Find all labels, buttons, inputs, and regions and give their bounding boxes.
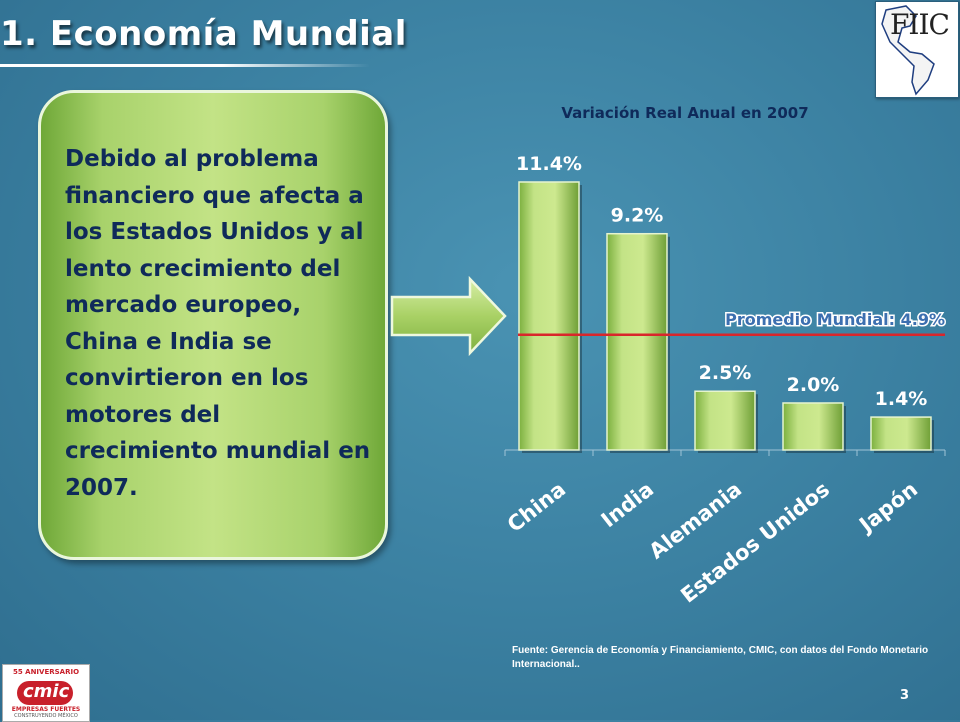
americas-map-icon — [881, 5, 935, 96]
bar-china — [518, 181, 580, 451]
chart-title: Variación Real Anual en 2007 — [561, 104, 808, 122]
x-tick-label: Japón — [853, 477, 922, 538]
bar-value-label: 2.0% — [787, 374, 840, 396]
bar-value-label: 9.2% — [611, 205, 664, 227]
right-arrow-icon — [390, 275, 507, 357]
cmic-logo-mark — [17, 681, 73, 705]
cmic-logo-word: cmic — [23, 681, 70, 702]
cmic-logo: 55 ANIVERSARIO cmic EMPRESAS FUERTES CON… — [2, 664, 90, 722]
bars: 11.4% 9.2% 2.5% 2.0% 1.4% — [516, 153, 934, 453]
fiic-logo: FIIC — [875, 1, 959, 98]
cmic-logo-subtagline: CONSTRUYENDO MÉXICO — [14, 713, 78, 719]
cmic-logo-tagline: EMPRESAS FUERTES — [11, 706, 81, 713]
summary-text-box: Debido al problema financiero que afecta… — [38, 90, 388, 560]
bar-alemania — [694, 390, 756, 451]
slide-title: 1. Economía Mundial — [0, 14, 407, 54]
bar-estados-unidos — [782, 402, 844, 451]
cmic-logo-anniversary: 55 ANIVERSARIO — [12, 668, 80, 676]
bar-india — [606, 232, 668, 451]
x-tick-label: India — [597, 477, 658, 532]
average-line-group: Promedio Mundial: 4.9% — [518, 308, 947, 337]
average-line-label: Promedio Mundial: 4.9% — [725, 310, 945, 329]
bar-value-label: 11.4% — [516, 153, 582, 175]
x-tick-label: Estados Unidos — [676, 477, 834, 608]
page-number: 3 — [900, 688, 910, 703]
summary-text: Debido al problema financiero que afecta… — [65, 146, 371, 501]
x-tick-label: China — [503, 477, 570, 537]
fiic-logo-text: FIIC — [890, 8, 950, 41]
source-note: Fuente: Gerencia de Economía y Financiam… — [512, 645, 929, 670]
bar-japón — [870, 416, 932, 451]
title-underline — [0, 64, 370, 67]
bar-value-label: 2.5% — [699, 362, 752, 384]
bar-value-label: 1.4% — [875, 388, 928, 410]
